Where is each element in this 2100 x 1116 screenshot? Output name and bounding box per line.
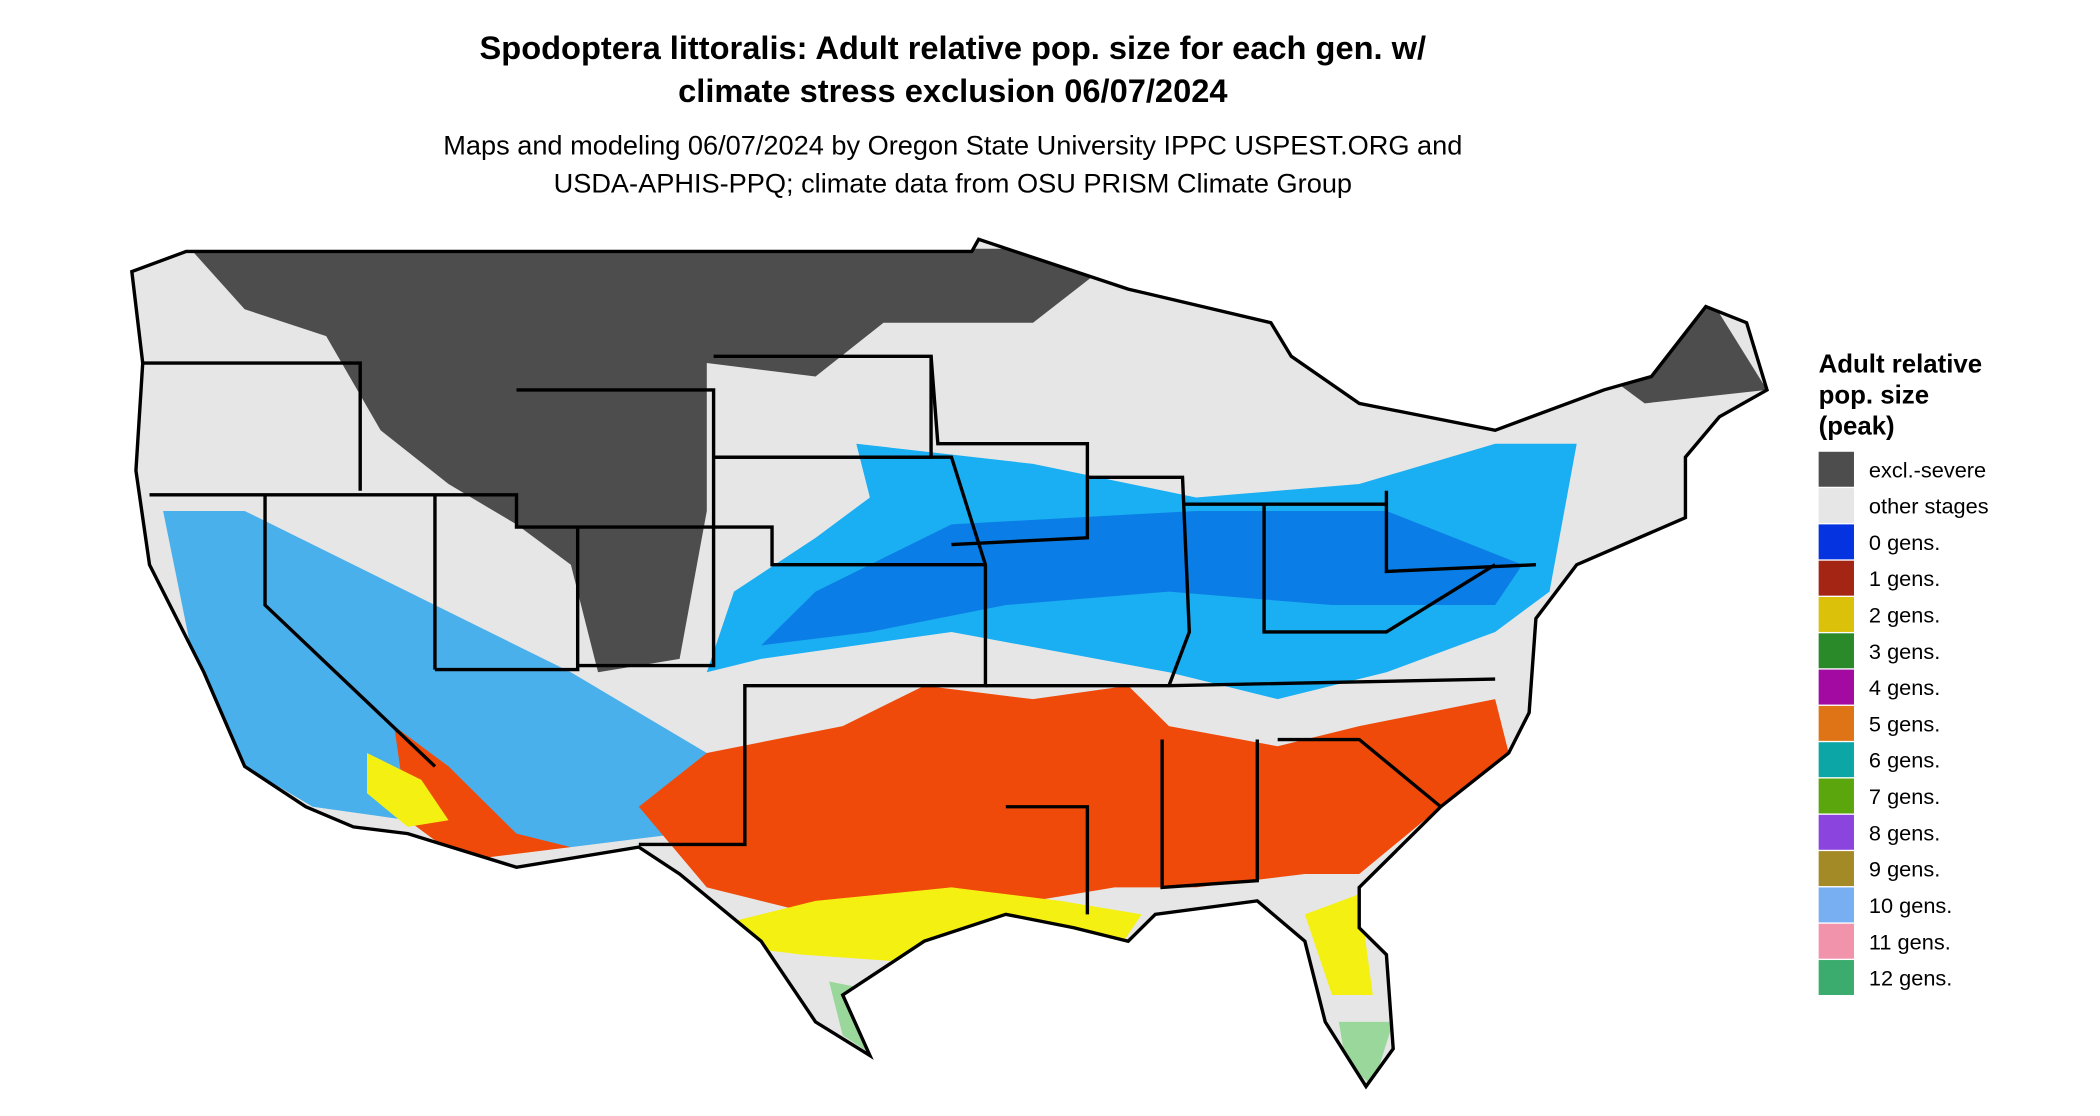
region-blue-west [163,510,707,848]
legend-label: 5 gens. [1869,712,1940,737]
legend-title: (peak) [1819,412,1895,440]
legend-swatch [1818,596,1854,632]
us-map [130,237,1770,1090]
legend-label: 10 gens. [1869,893,1952,918]
title-line: climate stress exclusion 06/07/2024 [678,73,1227,109]
legend-label: 12 gens. [1869,966,1952,991]
legend-label: 1 gens. [1869,566,1940,591]
legend-label: 9 gens. [1869,857,1940,882]
legend-title: Adult relative [1819,351,1983,379]
state-borders [130,237,1770,1090]
legend-title: pop. size [1819,381,1929,409]
legend-label: 11 gens. [1869,929,1951,954]
legend-swatch [1818,923,1854,959]
legend-label: 3 gens. [1869,639,1940,664]
region-orange [394,726,571,861]
legend-swatch [1818,742,1854,778]
subtitle-line: Maps and modeling 06/07/2024 by Oregon S… [443,131,1462,161]
legend-swatch [1818,705,1854,741]
legend-swatch [1818,669,1854,705]
legend-label: 7 gens. [1869,784,1940,809]
legend-swatch [1818,633,1854,669]
region-green [1338,1021,1394,1087]
legend-swatch [1818,851,1854,887]
region-orange [638,685,1509,915]
legend: Adult relative pop. size (peak) excl.-se… [1818,351,1989,995]
legend-label: 0 gens. [1869,530,1940,555]
region-excluded [1617,302,1767,404]
legend-label: 8 gens. [1869,820,1940,845]
legend-swatch [1818,778,1854,814]
legend-swatch [1818,488,1854,524]
region-yellow [366,752,449,827]
legend-label: excl.-severe [1869,457,1986,482]
legend-swatch [1818,524,1854,560]
region-yellow [1304,894,1373,995]
subtitle-line: USDA-APHIS-PPQ; climate data from OSU PR… [554,168,1352,198]
legend-label: other stages [1869,494,1989,519]
region-excluded [190,248,1129,673]
legend-swatch [1818,814,1854,850]
title-line: Spodoptera littoralis: Adult relative po… [480,30,1427,66]
legend-swatch [1818,887,1854,923]
legend-label: 6 gens. [1869,748,1940,773]
legend-swatch [1818,451,1854,487]
legend-swatch [1818,560,1854,596]
legend-label: 2 gens. [1869,603,1940,628]
legend-swatch [1818,960,1854,995]
legend-label: 4 gens. [1869,675,1940,700]
